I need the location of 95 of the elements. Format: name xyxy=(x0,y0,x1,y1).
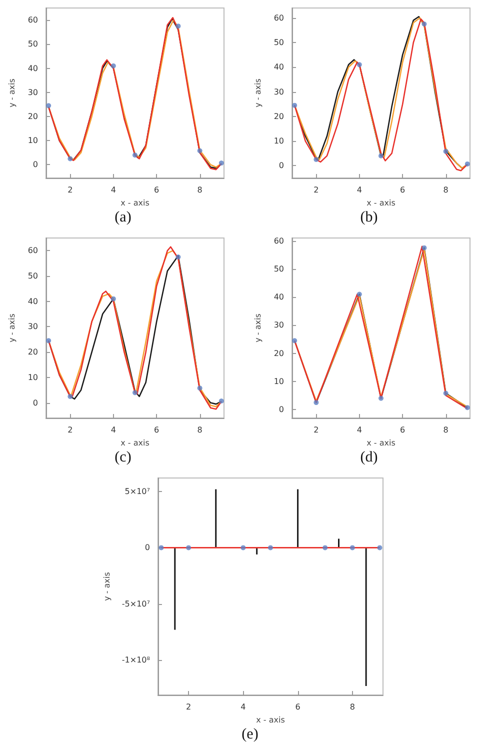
x-tick-label: 2 xyxy=(314,186,319,194)
point xyxy=(464,161,470,166)
point xyxy=(314,157,319,162)
y-axis-title: y - axis xyxy=(8,314,16,342)
point xyxy=(356,62,362,68)
y-tick-label: 30 xyxy=(274,87,284,96)
y-tick-label: -1×10⁸ xyxy=(122,656,150,665)
point xyxy=(132,390,138,396)
y-tick-label: 60 xyxy=(274,236,284,246)
x-tick-label: 6 xyxy=(400,426,406,434)
x-tick-label: 4 xyxy=(240,702,246,712)
y-tick-label: -5×10⁷ xyxy=(122,599,150,608)
y-tick-label: 0 xyxy=(32,160,38,170)
y-axis-title: y - axis xyxy=(254,78,262,108)
point xyxy=(176,24,181,29)
x-tick-label: 4 xyxy=(356,426,362,434)
point xyxy=(314,400,319,406)
y-tick-label: 60 xyxy=(274,13,284,22)
y-tick-label: 5×10⁷ xyxy=(124,486,150,496)
y-tick-label: 0 xyxy=(32,398,38,408)
point xyxy=(443,390,448,396)
text: (a) xyxy=(114,210,132,226)
y-tick-label: 10 xyxy=(28,372,38,382)
x-axis-title: x - axis xyxy=(256,715,285,724)
y-tick-label: 20 xyxy=(28,348,38,357)
point xyxy=(197,148,202,154)
y-axis-title: y - axis xyxy=(8,78,16,108)
x-tick-label: 4 xyxy=(356,186,362,194)
y-tick-label: 20 xyxy=(274,112,284,121)
text: (c) xyxy=(114,450,132,466)
point xyxy=(197,386,202,391)
x-tick-label: 8 xyxy=(197,186,202,194)
x-axis-title: x - axis xyxy=(120,198,150,208)
point xyxy=(443,148,448,154)
x-tick-label: 2 xyxy=(68,186,73,194)
x-tick-label: 4 xyxy=(110,186,116,194)
y-tick-label: 50 xyxy=(28,40,38,49)
point xyxy=(378,396,384,401)
y-tick-label: 50 xyxy=(274,38,284,47)
point xyxy=(422,245,427,250)
y-tick-label: 40 xyxy=(28,296,38,306)
y-tick-label: 0 xyxy=(278,405,284,414)
x-tick-label: 2 xyxy=(314,426,319,434)
point xyxy=(378,153,384,158)
y-tick-label: 0 xyxy=(144,543,150,552)
y-tick-label: 20 xyxy=(28,112,38,122)
point xyxy=(292,102,298,108)
point xyxy=(68,156,73,162)
y-tick-label: 0 xyxy=(278,161,284,170)
x-axis-title: x - axis xyxy=(366,438,396,448)
x-tick-label: 8 xyxy=(350,702,355,712)
y-tick-label: 60 xyxy=(28,246,38,256)
y-tick-label: 10 xyxy=(274,376,284,386)
y-tick-label: 10 xyxy=(28,136,38,146)
y-tick-label: 40 xyxy=(28,64,38,73)
point xyxy=(218,398,224,404)
x-tick-label: 4 xyxy=(110,426,116,434)
y-axis-title: y - axis xyxy=(254,314,262,342)
x-tick-label: 8 xyxy=(443,186,448,194)
x-tick-label: 8 xyxy=(443,426,448,434)
point xyxy=(292,338,298,344)
x-tick-label: 6 xyxy=(400,186,406,194)
point xyxy=(176,254,181,260)
point xyxy=(464,405,470,410)
text: (b) xyxy=(360,210,378,226)
y-tick-label: 40 xyxy=(274,292,284,302)
point xyxy=(132,152,138,158)
x-tick-label: 2 xyxy=(186,702,192,712)
point xyxy=(110,63,116,68)
y-tick-label: 30 xyxy=(274,320,284,330)
text: (e) xyxy=(242,726,258,742)
x-tick-label: 6 xyxy=(154,186,160,194)
point xyxy=(46,103,52,108)
x-tick-label: 8 xyxy=(197,426,202,434)
x-tick-label: 2 xyxy=(68,426,73,434)
y-tick-label: 10 xyxy=(274,136,284,146)
y-tick-label: 60 xyxy=(28,16,38,25)
point xyxy=(218,160,224,166)
point xyxy=(68,394,73,399)
y-tick-label: 30 xyxy=(28,322,38,332)
x-tick-label: 6 xyxy=(295,702,300,712)
y-tick-label: 40 xyxy=(274,62,284,72)
x-axis-title: x - axis xyxy=(120,438,150,448)
text: (d) xyxy=(360,450,378,466)
point xyxy=(422,22,427,27)
y-tick-label: 30 xyxy=(28,88,38,97)
y-tick-label: 20 xyxy=(274,348,284,358)
point xyxy=(46,338,52,344)
y-tick-label: 50 xyxy=(28,272,38,281)
y-tick-label: 50 xyxy=(274,264,284,274)
point xyxy=(110,296,116,302)
y-axis-title: y - axis xyxy=(102,572,112,601)
x-axis-title: x - axis xyxy=(366,198,396,208)
point xyxy=(356,292,362,297)
x-tick-label: 6 xyxy=(154,426,160,434)
